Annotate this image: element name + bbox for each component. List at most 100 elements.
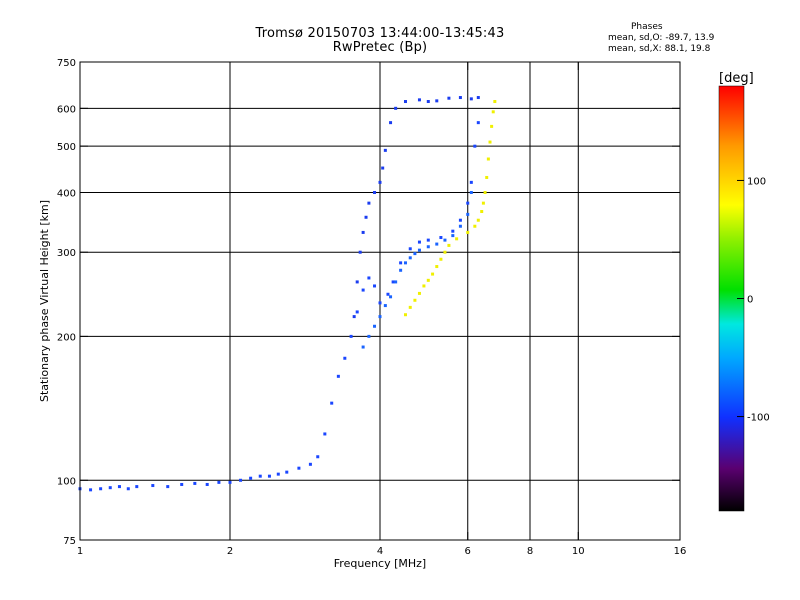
data-point bbox=[447, 96, 451, 100]
data-point bbox=[439, 257, 443, 261]
data-point bbox=[476, 96, 480, 100]
data-point bbox=[228, 480, 232, 484]
data-point bbox=[361, 345, 365, 349]
colorbar-ticks: 100 0 -100 bbox=[737, 176, 770, 424]
data-point bbox=[316, 455, 320, 459]
data-point bbox=[466, 201, 470, 205]
data-point bbox=[486, 157, 490, 161]
data-point bbox=[358, 250, 362, 254]
data-point bbox=[399, 261, 403, 265]
data-point bbox=[408, 305, 412, 309]
data-point bbox=[343, 356, 347, 360]
data-point bbox=[399, 268, 403, 272]
data-point bbox=[180, 482, 184, 486]
phases-o-stats: mean, sd,O: -89.7, 13.9 bbox=[608, 33, 715, 43]
data-point bbox=[426, 100, 430, 104]
data-point bbox=[355, 280, 359, 284]
data-point bbox=[417, 240, 421, 244]
data-point bbox=[249, 476, 253, 480]
y-tick-label: 300 bbox=[57, 248, 76, 259]
data-point bbox=[267, 474, 271, 478]
colorbar-tick-label: 0 bbox=[747, 295, 753, 306]
x-tick-label: 16 bbox=[674, 546, 687, 557]
data-point bbox=[285, 470, 289, 474]
data-point bbox=[451, 234, 455, 238]
data-point bbox=[408, 256, 412, 260]
data-point bbox=[469, 180, 473, 184]
data-point bbox=[193, 481, 197, 485]
data-point bbox=[417, 98, 421, 102]
data-point bbox=[239, 478, 243, 482]
data-point bbox=[451, 229, 455, 233]
data-point bbox=[447, 243, 451, 247]
data-point bbox=[473, 144, 477, 148]
x-tick-label: 6 bbox=[465, 546, 471, 557]
data-point bbox=[373, 190, 377, 194]
data-point bbox=[443, 238, 447, 242]
data-point bbox=[217, 480, 221, 484]
data-point bbox=[336, 374, 340, 378]
data-point bbox=[488, 140, 492, 144]
x-tick-label: 4 bbox=[377, 546, 383, 557]
y-tick-label: 500 bbox=[57, 142, 76, 153]
y-axis-label: Stationary phase Virtual Height [km] bbox=[38, 200, 51, 402]
data-point bbox=[493, 100, 497, 104]
colorbar-label: [deg] bbox=[719, 71, 754, 86]
colorbar-tick-label: 100 bbox=[747, 176, 766, 187]
axis-ticks: 1 2 4 6 8 10 16 75 100 200 300 400 500 600 750 bbox=[57, 58, 686, 557]
data-point bbox=[355, 310, 359, 314]
data-point bbox=[413, 298, 417, 302]
data-point bbox=[383, 148, 387, 152]
data-point bbox=[391, 280, 395, 284]
data-point bbox=[455, 237, 459, 241]
data-point bbox=[466, 230, 470, 234]
data-point bbox=[373, 284, 377, 288]
data-point bbox=[469, 97, 473, 101]
data-point bbox=[205, 482, 209, 486]
data-point bbox=[439, 236, 443, 240]
x-tick-label: 10 bbox=[572, 546, 585, 557]
data-point bbox=[308, 462, 312, 466]
data-point bbox=[491, 110, 495, 114]
y-tick-label: 100 bbox=[57, 476, 76, 487]
data-point bbox=[426, 238, 430, 242]
data-point bbox=[403, 313, 407, 317]
data-point bbox=[126, 487, 130, 491]
data-point bbox=[431, 272, 435, 276]
data-point bbox=[403, 261, 407, 265]
data-point bbox=[466, 212, 470, 216]
data-point bbox=[473, 224, 477, 228]
data-point bbox=[135, 485, 139, 489]
y-tick-label: 750 bbox=[57, 58, 76, 69]
data-point bbox=[330, 401, 334, 405]
phases-x-stats: mean, sd,X: 88.1, 19.8 bbox=[608, 44, 711, 54]
chart-title: Tromsø 20150703 13:44:00-13:45:43 bbox=[255, 26, 505, 41]
data-point bbox=[378, 180, 382, 184]
data-point bbox=[389, 295, 393, 299]
x-tick-label: 8 bbox=[527, 546, 533, 557]
phases-heading: Phases bbox=[631, 22, 663, 32]
data-point bbox=[408, 247, 412, 251]
data-point bbox=[422, 284, 426, 288]
data-point bbox=[383, 304, 387, 308]
data-point bbox=[490, 124, 494, 128]
data-point bbox=[367, 334, 371, 338]
data-point bbox=[435, 242, 439, 246]
data-point bbox=[378, 301, 382, 305]
data-point bbox=[476, 121, 480, 125]
data-point bbox=[394, 280, 398, 284]
data-point bbox=[352, 315, 356, 319]
data-point bbox=[323, 432, 327, 436]
data-point bbox=[389, 121, 393, 125]
data-point bbox=[483, 190, 487, 194]
data-point bbox=[151, 484, 155, 488]
data-point bbox=[367, 276, 371, 280]
data-point bbox=[403, 100, 407, 104]
data-point bbox=[108, 486, 112, 490]
data-point bbox=[426, 278, 430, 282]
grid-lines bbox=[80, 62, 680, 540]
data-point bbox=[458, 96, 462, 100]
y-tick-label: 75 bbox=[63, 536, 76, 547]
data-points bbox=[78, 96, 497, 492]
